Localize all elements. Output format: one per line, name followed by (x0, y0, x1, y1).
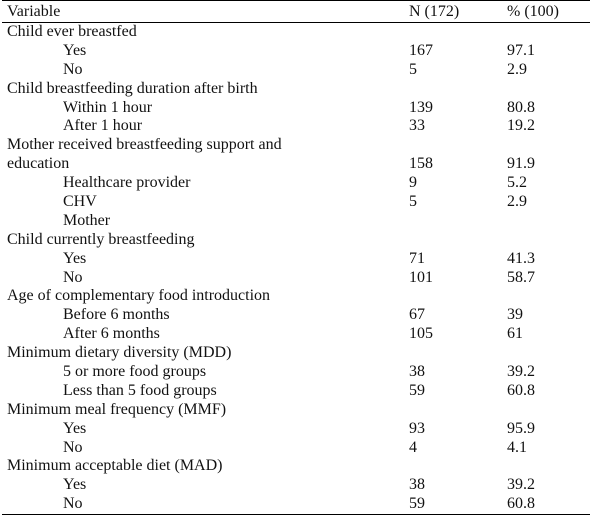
row-percent-value: 4.1 (507, 438, 527, 456)
row-variable-label: Healthcare provider (63, 174, 191, 192)
row-variable-label: No (63, 438, 83, 456)
row-percent-value: 80.8 (507, 98, 535, 116)
row-percent-value: 60.8 (507, 381, 535, 399)
row-n-value: 4 (409, 438, 417, 456)
row-variable-label: Age of complementary food introduction (7, 287, 271, 305)
table-row: No 59 60.8 (0, 495, 600, 514)
row-n-value: 71 (409, 249, 425, 267)
table-row: No 4 4.1 (0, 439, 600, 458)
table-row: After 6 months 105 61 (0, 325, 600, 344)
row-n-value: 59 (409, 495, 425, 513)
row-variable-label: CHV (63, 193, 97, 211)
table-header-row: Variable N (172) % (100) (0, 1, 600, 22)
row-variable-label: Minimum dietary diversity (MDD) (7, 344, 232, 362)
table-row: Healthcare provider 9 5.2 (0, 174, 600, 193)
table-row: No 101 58.7 (0, 269, 600, 288)
table-bottom-rule (2, 514, 590, 516)
row-variable-label: 5 or more food groups (63, 363, 207, 381)
row-variable-label: Yes (63, 476, 87, 494)
table-row: Before 6 months 67 39 (0, 306, 600, 325)
row-variable-label: Minimum acceptable diet (MAD) (7, 457, 223, 475)
row-variable-label: Yes (63, 41, 87, 59)
table-row: Yes 71 41.3 (0, 250, 600, 269)
table-row: No 5 2.9 (0, 61, 600, 80)
row-variable-label: No (63, 60, 83, 78)
row-n-value: 5 (409, 60, 417, 78)
row-percent-value: 5.2 (507, 174, 527, 192)
row-variable-label: Within 1 hour (63, 98, 153, 116)
row-percent-value: 61 (507, 325, 523, 343)
header-variable: Variable (7, 3, 61, 20)
table-row: Minimum meal frequency (MMF) (0, 401, 600, 420)
row-n-value: 167 (409, 41, 433, 59)
row-percent-value: 2.9 (507, 193, 527, 211)
row-percent-value: 39.2 (507, 476, 535, 494)
row-n-value: 67 (409, 306, 425, 324)
row-percent-value: 39 (507, 306, 523, 324)
table-row: After 1 hour 33 19.2 (0, 117, 600, 136)
row-percent-value: 41.3 (507, 249, 535, 267)
row-variable-label: No (63, 495, 83, 513)
table-row: Less than 5 food groups 59 60.8 (0, 382, 600, 401)
table-row: Minimum acceptable diet (MAD) (0, 457, 600, 476)
row-variable-label: Yes (63, 249, 87, 267)
row-n-value: 33 (409, 117, 425, 135)
table-row: Mother received breastfeeding support an… (0, 136, 600, 155)
row-n-value: 5 (409, 193, 417, 211)
table-row: Child ever breastfed (0, 23, 600, 42)
table-row: education 158 91.9 (0, 155, 600, 174)
row-variable-label: education (7, 155, 70, 173)
table-row: Mother (0, 212, 600, 231)
row-n-value: 38 (409, 476, 425, 494)
table-row: Yes 93 95.9 (0, 420, 600, 439)
row-n-value: 59 (409, 381, 425, 399)
table-row: Child breastfeeding duration after birth (0, 80, 600, 99)
row-variable-label: Child ever breastfed (7, 23, 137, 40)
header-percent: % (100) (507, 3, 559, 20)
row-n-value: 9 (409, 174, 417, 192)
row-percent-value: 91.9 (507, 155, 535, 173)
table-row: Yes 38 39.2 (0, 476, 600, 495)
row-variable-label: Mother (63, 211, 111, 229)
row-variable-label: Minimum meal frequency (MMF) (7, 400, 227, 418)
row-n-value: 38 (409, 363, 425, 381)
row-n-value: 93 (409, 419, 425, 437)
row-n-value: 101 (409, 268, 433, 286)
row-variable-label: Less than 5 food groups (63, 381, 217, 399)
row-percent-value: 39.2 (507, 363, 535, 381)
row-percent-value: 19.2 (507, 117, 535, 135)
row-variable-label: Mother received breastfeeding support an… (7, 136, 282, 154)
table-row: Child currently breastfeeding (0, 231, 600, 250)
row-variable-label: After 1 hour (63, 117, 143, 135)
row-percent-value: 2.9 (507, 60, 527, 78)
table-row: Yes 167 97.1 (0, 42, 600, 61)
row-n-value: 158 (409, 155, 433, 173)
table-header-rule (2, 22, 590, 23)
table-row: CHV 5 2.9 (0, 193, 600, 212)
table-row: Minimum dietary diversity (MDD) (0, 344, 600, 363)
row-n-value: 105 (409, 325, 433, 343)
row-percent-value: 58.7 (507, 268, 535, 286)
table-body: Child ever breastfed Yes 167 97.1 No 5 2.9 Chil… (0, 23, 600, 514)
row-variable-label: Before 6 months (63, 306, 170, 324)
row-percent-value: 60.8 (507, 495, 535, 513)
row-variable-label: Yes (63, 419, 87, 437)
row-variable-label: After 6 months (63, 325, 160, 343)
row-variable-label: Child breastfeeding duration after birth (7, 79, 258, 97)
row-n-value: 139 (409, 98, 433, 116)
row-variable-label: Child currently breastfeeding (7, 230, 195, 248)
row-percent-value: 95.9 (507, 419, 535, 437)
table-row: Age of complementary food introduction (0, 287, 600, 306)
table-row: 5 or more food groups 38 39.2 (0, 363, 600, 382)
row-variable-label: No (63, 268, 83, 286)
header-n: N (172) (409, 3, 460, 20)
table-top-rule (2, 0, 590, 1)
row-percent-value: 97.1 (507, 41, 535, 59)
table-row: Within 1 hour 139 80.8 (0, 99, 600, 118)
